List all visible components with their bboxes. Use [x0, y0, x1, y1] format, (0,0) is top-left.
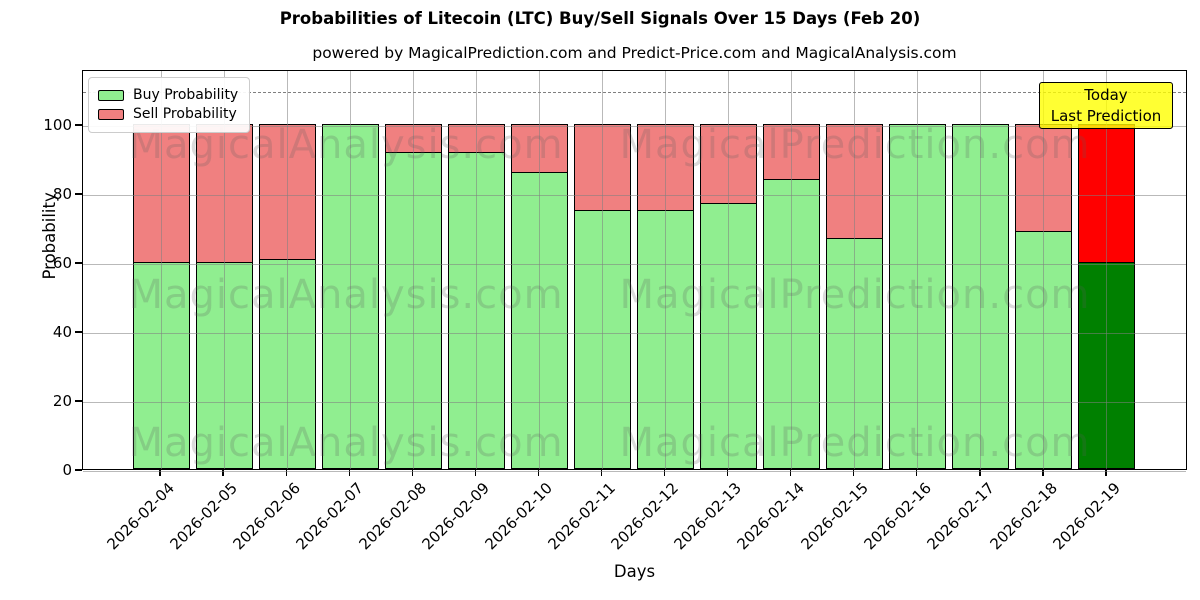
gridline-vertical [538, 71, 540, 469]
legend-item-sell: Sell Probability [98, 106, 238, 122]
gridline-vertical [980, 71, 982, 469]
legend: Buy Probability Sell Probability [88, 77, 251, 133]
watermark-text: MagicalAnalysis.com [128, 420, 564, 466]
gridline-vertical [665, 71, 667, 469]
x-tick-label: 2026-02-09 [418, 479, 494, 554]
watermark-text: MagicalPrediction.com [619, 420, 1091, 466]
x-tick-label: 2026-02-05 [166, 479, 241, 554]
x-tick-label: 2026-02-10 [481, 479, 557, 554]
x-axis-label: Days [613, 562, 656, 581]
gridline-vertical [223, 71, 225, 469]
chart-subtitle: powered by MagicalPrediction.com and Pre… [312, 44, 957, 62]
x-tick-mark [600, 470, 603, 476]
watermark-text: MagicalAnalysis.com [128, 272, 564, 318]
x-tick-label: 2026-02-19 [1049, 479, 1124, 554]
gridline-vertical [728, 71, 730, 469]
y-tick-mark [75, 262, 82, 264]
gridline-vertical [160, 71, 162, 469]
x-tick-mark [222, 470, 224, 476]
x-tick-label: 2026-02-11 [544, 479, 620, 554]
dashed-threshold-line [83, 91, 1186, 93]
gridline-vertical [601, 71, 603, 469]
y-tick-mark [75, 124, 82, 126]
today-annotation-line1: Today [1084, 86, 1128, 104]
x-tick-label: 2026-02-12 [607, 479, 683, 554]
y-tick-mark [75, 331, 82, 333]
x-tick-label: 2026-02-15 [797, 479, 872, 554]
gridline-vertical [1043, 71, 1045, 469]
x-tick-mark [474, 470, 477, 476]
gridline-vertical [854, 71, 856, 469]
x-tick-mark [1042, 470, 1044, 476]
watermark-text: MagicalPrediction.com [619, 272, 1091, 318]
chart-title: Probabilities of Litecoin (LTC) Buy/Sell… [279, 9, 921, 28]
x-tick-label: 2026-02-08 [355, 479, 430, 554]
x-tick-mark [1105, 470, 1107, 476]
y-tick-label: 0 [62, 461, 72, 479]
legend-label-sell: Sell Probability [133, 106, 237, 122]
sell-swatch-icon [98, 108, 124, 120]
gridline-horizontal [83, 401, 1186, 403]
gridline-horizontal [83, 194, 1186, 196]
gridline-horizontal [83, 263, 1186, 265]
gridline-vertical [286, 71, 288, 469]
x-tick-mark [790, 470, 792, 476]
y-tick-label: 100 [43, 116, 72, 134]
gridline-vertical [349, 71, 351, 469]
x-tick-label: 2026-02-17 [923, 479, 998, 554]
gridline-horizontal [83, 470, 1186, 472]
x-tick-label: 2026-02-14 [734, 479, 809, 554]
buy-swatch-icon [98, 89, 124, 101]
x-tick-mark [348, 470, 350, 476]
gridline-vertical [791, 71, 793, 469]
y-tick-mark [75, 469, 82, 471]
gridline-vertical [412, 71, 414, 469]
x-tick-mark [663, 470, 666, 476]
x-tick-label: 2026-02-06 [229, 479, 304, 554]
y-tick-label: 40 [52, 323, 72, 341]
x-tick-mark [159, 470, 161, 476]
x-tick-label: 2026-02-18 [986, 479, 1061, 554]
gridline-vertical [475, 71, 477, 469]
today-annotation: Today Last Prediction [1039, 82, 1173, 129]
y-tick-mark [75, 400, 82, 402]
x-tick-mark [726, 470, 729, 476]
x-tick-label: 2026-02-04 [103, 479, 178, 554]
gridline-vertical [1106, 71, 1108, 469]
legend-label-buy: Buy Probability [133, 87, 239, 103]
y-tick-mark [75, 193, 82, 195]
y-tick-label: 20 [52, 392, 72, 410]
x-tick-mark [916, 470, 918, 476]
watermark-text: MagicalPrediction.com [619, 122, 1091, 168]
y-tick-label: 80 [52, 185, 72, 203]
x-tick-mark [853, 470, 855, 476]
x-tick-mark [537, 470, 540, 476]
y-tick-label: 60 [52, 254, 72, 272]
x-tick-mark [979, 470, 981, 476]
plot-area: Buy Probability Sell Probability Today L… [82, 70, 1187, 472]
x-tick-label: 2026-02-07 [292, 479, 367, 554]
gridline-horizontal [83, 125, 1186, 127]
gridline-vertical [917, 71, 919, 469]
gridline-horizontal [83, 332, 1186, 334]
x-tick-mark [411, 470, 413, 476]
legend-item-buy: Buy Probability [98, 87, 238, 103]
x-tick-mark [285, 470, 287, 476]
today-annotation-line2: Last Prediction [1050, 107, 1162, 125]
